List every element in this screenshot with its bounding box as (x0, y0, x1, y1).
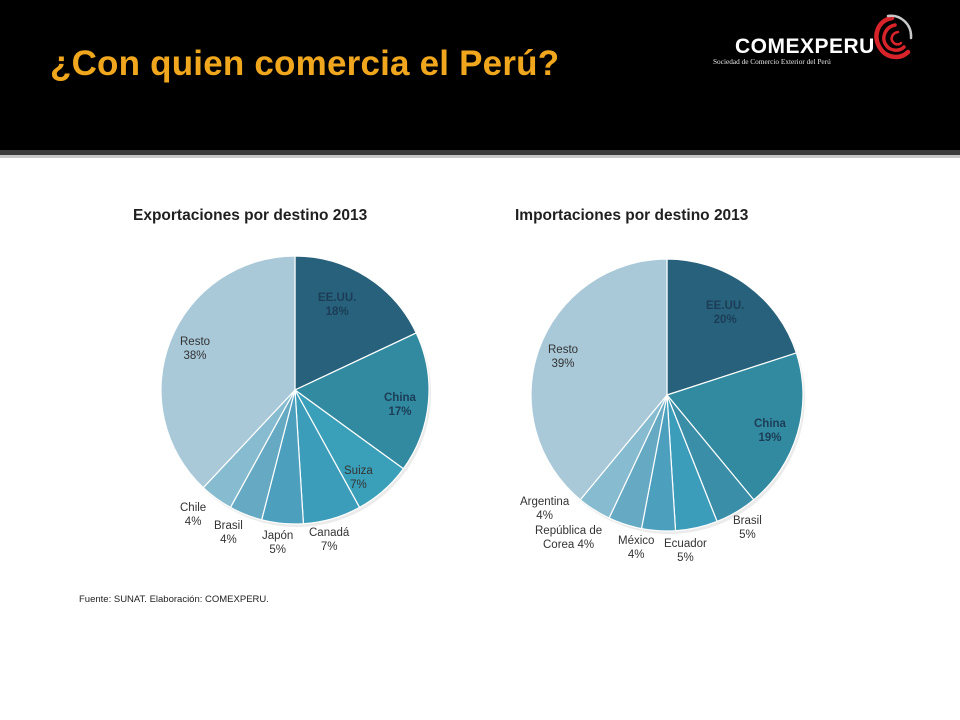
imports-label-eeuu: EE.UU. 20% (706, 300, 745, 326)
exports-label-brasil: Brasil 4% (214, 520, 243, 546)
imports-chart-title: Importaciones por destino 2013 (515, 207, 749, 224)
imports-label-brasil: Brasil 5% (733, 515, 762, 541)
exports-slice-china (293, 332, 430, 470)
exports-label-chile: Chile 4% (180, 502, 207, 528)
comexperu-logo: COMEXPERU Sociedad de Comercio Exterior … (712, 14, 922, 70)
header-divider-dark (0, 150, 960, 155)
exports-label-eeuu: EE.UU. 18% (318, 292, 357, 318)
imports-slice-ee-uu- (666, 258, 798, 396)
exports-label-canada: Canadá 7% (309, 527, 350, 553)
imports-label-resto: Resto 39% (548, 344, 579, 370)
imports-label-mexico: México 4% (618, 535, 655, 561)
imports-slice-china (665, 352, 804, 501)
slide-header: ¿Con quien comercia el Perú? COMEXPERU S… (0, 0, 960, 150)
logo-swirl-icon (874, 14, 913, 60)
imports-label-argentina: Argentina 4% (520, 496, 570, 522)
exports-chart-title: Exportaciones por destino 2013 (133, 207, 368, 224)
slide-title: ¿Con quien comercia el Perú? (50, 44, 560, 83)
imports-label-corea: República de Corea 4% (535, 525, 603, 551)
source-note: Fuente: SUNAT. Elaboración: COMEXPERU. (79, 594, 269, 605)
exports-label-resto: Resto 38% (180, 336, 211, 362)
header-divider-light (0, 155, 960, 158)
logo-tagline: Sociedad de Comercio Exterior del Perú (713, 57, 831, 66)
exports-label-china: China 17% (384, 392, 416, 418)
imports-slice-resto (530, 258, 668, 501)
exports-label-japon: Japón 5% (262, 530, 294, 556)
logo-wordmark: COMEXPERU (735, 35, 875, 58)
exports-slice-resto (160, 255, 296, 489)
exports-slice-ee-uu- (294, 255, 418, 391)
imports-label-china: China 19% (754, 418, 786, 444)
exports-label-suiza: Suiza 7% (344, 465, 373, 491)
imports-label-ecuador: Ecuador 5% (664, 538, 707, 564)
